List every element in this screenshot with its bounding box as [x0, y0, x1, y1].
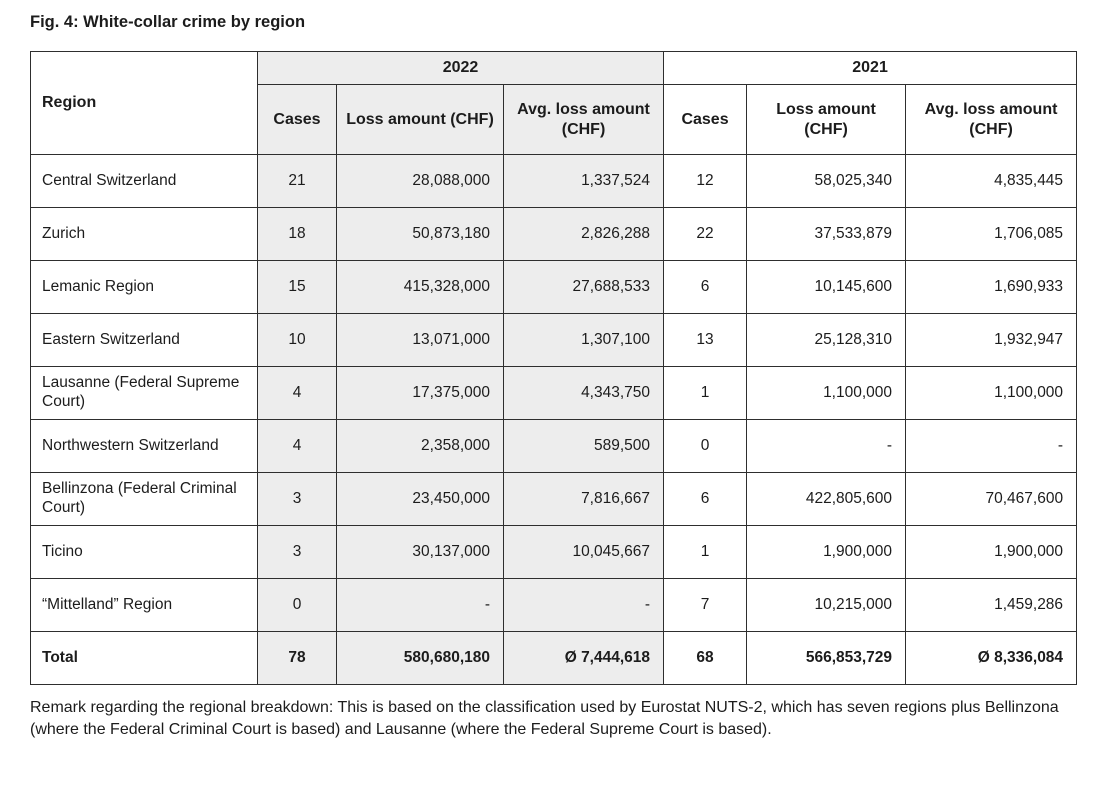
table-row: Central Switzerland 21 28,088,000 1,337,…	[30, 154, 1078, 208]
avg-loss-2021-header: Avg. loss amount (CHF)	[905, 84, 1078, 155]
avg-loss-2022-cell: 4,343,750	[502, 366, 665, 420]
cases-2021-cell: 12	[663, 154, 748, 208]
year-header-row: Region 2022 2021	[30, 51, 1078, 155]
total-loss-2021-cell: 566,853,729	[746, 631, 907, 685]
loss-2021-cell: 25,128,310	[746, 313, 907, 367]
loss-2021-cell: 10,145,600	[746, 260, 907, 314]
cases-2021-cell: 1	[663, 366, 748, 420]
cases-2022-cell: 0	[257, 578, 337, 632]
region-cell: Ticino	[30, 525, 258, 579]
loss-2021-cell: 37,533,879	[746, 207, 907, 261]
region-cell: Central Switzerland	[30, 154, 258, 208]
total-row: Total 78 580,680,180 Ø 7,444,618 68 566,…	[30, 631, 1078, 685]
cases-2021-cell: 0	[663, 419, 748, 473]
table-row: Lemanic Region 15 415,328,000 27,688,533…	[30, 260, 1078, 314]
loss-2021-cell: 422,805,600	[746, 472, 907, 526]
table-row: Eastern Switzerland 10 13,071,000 1,307,…	[30, 313, 1078, 367]
avg-loss-2021-cell: 1,706,085	[905, 207, 1078, 261]
region-cell: Bellinzona (Federal Criminal Court)	[30, 472, 258, 526]
table-row: Ticino 3 30,137,000 10,045,667 1 1,900,0…	[30, 525, 1078, 579]
total-cases-2021-cell: 68	[663, 631, 748, 685]
figure-title: Fig. 4: White-collar crime by region	[30, 13, 306, 31]
table-row: Lausanne (Federal Supreme Court) 4 17,37…	[30, 366, 1078, 420]
loss-2022-cell: 28,088,000	[336, 154, 504, 208]
loss-2021-cell: -	[746, 419, 907, 473]
loss-2022-cell: 2,358,000	[336, 419, 504, 473]
region-cell: “Mittelland” Region	[30, 578, 258, 632]
remark-note: Remark regarding the regional breakdown:…	[30, 699, 1059, 739]
cases-2021-cell: 22	[663, 207, 748, 261]
total-label-cell: Total	[30, 631, 258, 685]
avg-loss-2022-cell: 589,500	[502, 419, 665, 473]
cases-2022-cell: 4	[257, 366, 337, 420]
avg-loss-2021-cell: 1,459,286	[905, 578, 1078, 632]
avg-loss-2022-cell: 10,045,667	[502, 525, 665, 579]
cases-2022-cell: 3	[257, 472, 337, 526]
cases-2022-cell: 18	[257, 207, 337, 261]
year-2021-header: 2021	[663, 51, 1078, 85]
total-cases-2022-cell: 78	[257, 631, 337, 685]
cases-2022-cell: 15	[257, 260, 337, 314]
region-cell: Zurich	[30, 207, 258, 261]
loss-2022-cell: 13,071,000	[336, 313, 504, 367]
avg-loss-2021-cell: 70,467,600	[905, 472, 1078, 526]
sub-header-row: Cases Loss amount (CHF) Avg. loss amount…	[31, 84, 1078, 155]
avg-loss-2021-cell: -	[905, 419, 1078, 473]
loss-2021-cell: 1,100,000	[746, 366, 907, 420]
cases-2021-cell: 13	[663, 313, 748, 367]
year-2022-header: 2022	[256, 51, 665, 85]
region-column-header: Region	[30, 51, 258, 155]
avg-loss-2022-cell: 1,307,100	[502, 313, 665, 367]
avg-loss-2022-cell: 7,816,667	[502, 472, 665, 526]
loss-2021-cell: 58,025,340	[746, 154, 907, 208]
table-row: “Mittelland” Region 0 - - 7 10,215,000 1…	[30, 578, 1078, 632]
avg-loss-2022-cell: 27,688,533	[502, 260, 665, 314]
cases-2022-cell: 4	[257, 419, 337, 473]
cases-2022-header: Cases	[257, 84, 337, 155]
region-cell: Lemanic Region	[30, 260, 258, 314]
crime-by-region-table: Region 2022 2021 Cases Loss amount (CHF)…	[30, 51, 1078, 685]
avg-loss-2021-cell: 1,900,000	[905, 525, 1078, 579]
avg-loss-2021-cell: 1,932,947	[905, 313, 1078, 367]
loss-amount-2021-header: Loss amount (CHF)	[746, 84, 907, 155]
loss-2022-cell: 23,450,000	[336, 472, 504, 526]
avg-loss-2022-cell: -	[502, 578, 665, 632]
loss-2022-cell: -	[336, 578, 504, 632]
avg-loss-2021-cell: 4,835,445	[905, 154, 1078, 208]
avg-loss-2022-header: Avg. loss amount (CHF)	[502, 84, 665, 155]
table-row: Zurich 18 50,873,180 2,826,288 22 37,533…	[30, 207, 1078, 261]
cases-2021-cell: 7	[663, 578, 748, 632]
cases-2022-cell: 3	[257, 525, 337, 579]
region-cell: Northwestern Switzerland	[30, 419, 258, 473]
cases-2021-cell: 6	[663, 260, 748, 314]
total-avg-loss-2021-cell: Ø 8,336,084	[905, 631, 1078, 685]
table-row: Northwestern Switzerland 4 2,358,000 589…	[30, 419, 1078, 473]
cases-2021-header: Cases	[663, 84, 748, 155]
total-loss-2022-cell: 580,680,180	[336, 631, 504, 685]
loss-2022-cell: 30,137,000	[336, 525, 504, 579]
region-cell: Lausanne (Federal Supreme Court)	[30, 366, 258, 420]
cases-2022-cell: 21	[257, 154, 337, 208]
region-cell: Eastern Switzerland	[30, 313, 258, 367]
table-row: Bellinzona (Federal Criminal Court) 3 23…	[30, 472, 1078, 526]
avg-loss-2021-cell: 1,690,933	[905, 260, 1078, 314]
loss-2022-cell: 415,328,000	[336, 260, 504, 314]
cases-2021-cell: 6	[663, 472, 748, 526]
total-avg-loss-2022-cell: Ø 7,444,618	[502, 631, 665, 685]
loss-amount-2022-header: Loss amount (CHF)	[336, 84, 504, 155]
loss-2022-cell: 17,375,000	[336, 366, 504, 420]
avg-loss-2022-cell: 2,826,288	[502, 207, 665, 261]
cases-2022-cell: 10	[257, 313, 337, 367]
loss-2022-cell: 50,873,180	[336, 207, 504, 261]
loss-2021-cell: 1,900,000	[746, 525, 907, 579]
avg-loss-2021-cell: 1,100,000	[905, 366, 1078, 420]
avg-loss-2022-cell: 1,337,524	[502, 154, 665, 208]
loss-2021-cell: 10,215,000	[746, 578, 907, 632]
cases-2021-cell: 1	[663, 525, 748, 579]
